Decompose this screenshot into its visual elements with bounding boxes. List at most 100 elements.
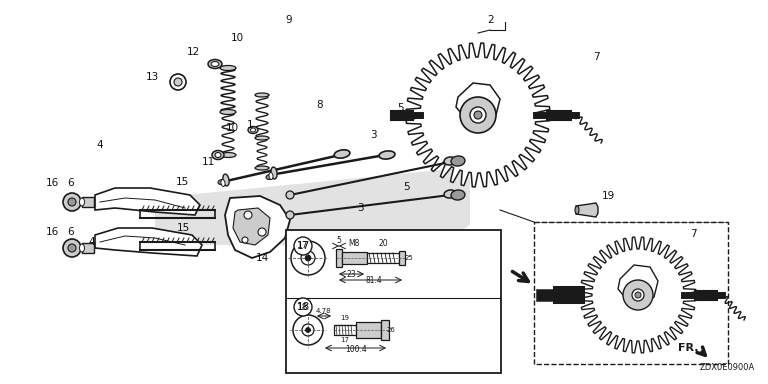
- Circle shape: [244, 211, 252, 219]
- Circle shape: [63, 193, 81, 211]
- Text: 100.4: 100.4: [345, 345, 367, 354]
- Polygon shape: [576, 203, 598, 217]
- Polygon shape: [618, 265, 658, 305]
- Text: 16: 16: [45, 227, 58, 237]
- Text: 15: 15: [175, 177, 189, 187]
- Text: 16: 16: [45, 178, 58, 188]
- Polygon shape: [406, 43, 550, 187]
- Bar: [534, 222, 728, 364]
- Bar: [399, 251, 405, 265]
- Text: ZDX0E0900A: ZDX0E0900A: [700, 363, 755, 372]
- Polygon shape: [155, 168, 470, 245]
- Text: 5: 5: [336, 236, 342, 245]
- Bar: [334, 325, 356, 335]
- Ellipse shape: [271, 167, 277, 179]
- Text: FR.: FR.: [677, 343, 698, 353]
- Circle shape: [460, 97, 496, 133]
- Ellipse shape: [255, 166, 269, 170]
- Circle shape: [635, 292, 641, 298]
- Bar: [342, 252, 367, 264]
- Ellipse shape: [211, 61, 219, 66]
- Circle shape: [291, 241, 325, 275]
- Circle shape: [302, 324, 314, 336]
- Ellipse shape: [575, 206, 579, 214]
- Text: 5: 5: [397, 103, 403, 113]
- Ellipse shape: [334, 150, 350, 158]
- Ellipse shape: [220, 152, 236, 157]
- Bar: [336, 249, 342, 267]
- Ellipse shape: [221, 180, 225, 187]
- Text: 6: 6: [68, 227, 74, 237]
- Circle shape: [293, 315, 323, 345]
- Text: 5: 5: [402, 182, 409, 192]
- Circle shape: [68, 198, 76, 206]
- Text: 19: 19: [601, 191, 614, 201]
- Text: 7: 7: [690, 229, 697, 239]
- Text: 19: 19: [340, 315, 349, 321]
- Ellipse shape: [379, 151, 395, 159]
- Text: 7: 7: [593, 52, 599, 62]
- Circle shape: [305, 255, 311, 261]
- Ellipse shape: [220, 109, 236, 114]
- Ellipse shape: [451, 190, 465, 200]
- Ellipse shape: [255, 136, 269, 140]
- Text: 25: 25: [405, 255, 414, 261]
- Circle shape: [474, 111, 482, 119]
- Text: 1: 1: [247, 120, 253, 130]
- Text: 23: 23: [346, 270, 356, 279]
- Text: 11: 11: [201, 157, 214, 167]
- Text: 17: 17: [297, 242, 309, 250]
- Bar: [82, 197, 94, 207]
- Text: 10: 10: [226, 123, 239, 133]
- Text: 81.4: 81.4: [366, 276, 382, 285]
- Text: 15: 15: [177, 223, 190, 233]
- Circle shape: [294, 237, 312, 255]
- Circle shape: [170, 74, 186, 90]
- Text: 17: 17: [340, 337, 349, 343]
- Text: 2: 2: [488, 15, 495, 25]
- Bar: [82, 243, 94, 253]
- Polygon shape: [95, 188, 200, 215]
- Polygon shape: [580, 237, 696, 353]
- Circle shape: [623, 280, 653, 310]
- Ellipse shape: [218, 179, 226, 185]
- Bar: [367, 253, 399, 263]
- Circle shape: [301, 251, 315, 265]
- Polygon shape: [225, 196, 290, 258]
- Ellipse shape: [444, 190, 456, 198]
- Text: 4: 4: [88, 237, 95, 247]
- Ellipse shape: [208, 60, 222, 68]
- Ellipse shape: [215, 152, 221, 157]
- Ellipse shape: [444, 157, 456, 165]
- Circle shape: [632, 289, 644, 301]
- Ellipse shape: [212, 151, 224, 159]
- Text: 17: 17: [296, 241, 310, 251]
- Text: 12: 12: [187, 47, 200, 57]
- Circle shape: [306, 328, 310, 333]
- Circle shape: [294, 298, 312, 316]
- Ellipse shape: [266, 174, 274, 180]
- Text: 20: 20: [378, 239, 388, 248]
- Ellipse shape: [220, 66, 236, 71]
- Polygon shape: [95, 228, 202, 256]
- Ellipse shape: [223, 174, 229, 186]
- Text: 18: 18: [297, 303, 309, 311]
- Bar: [286, 230, 501, 373]
- Ellipse shape: [255, 93, 269, 97]
- Circle shape: [68, 244, 76, 252]
- Ellipse shape: [80, 198, 84, 206]
- Text: 10: 10: [230, 33, 243, 43]
- Circle shape: [242, 237, 248, 243]
- Ellipse shape: [80, 244, 84, 252]
- Polygon shape: [456, 83, 500, 123]
- Ellipse shape: [248, 126, 258, 134]
- Text: 18: 18: [296, 302, 310, 312]
- Text: 13: 13: [145, 72, 159, 82]
- Circle shape: [174, 78, 182, 86]
- Circle shape: [258, 228, 266, 236]
- Text: 4: 4: [97, 140, 104, 150]
- Ellipse shape: [269, 172, 273, 179]
- Text: 6: 6: [68, 178, 74, 188]
- Bar: [381, 320, 389, 340]
- Bar: [356, 322, 381, 338]
